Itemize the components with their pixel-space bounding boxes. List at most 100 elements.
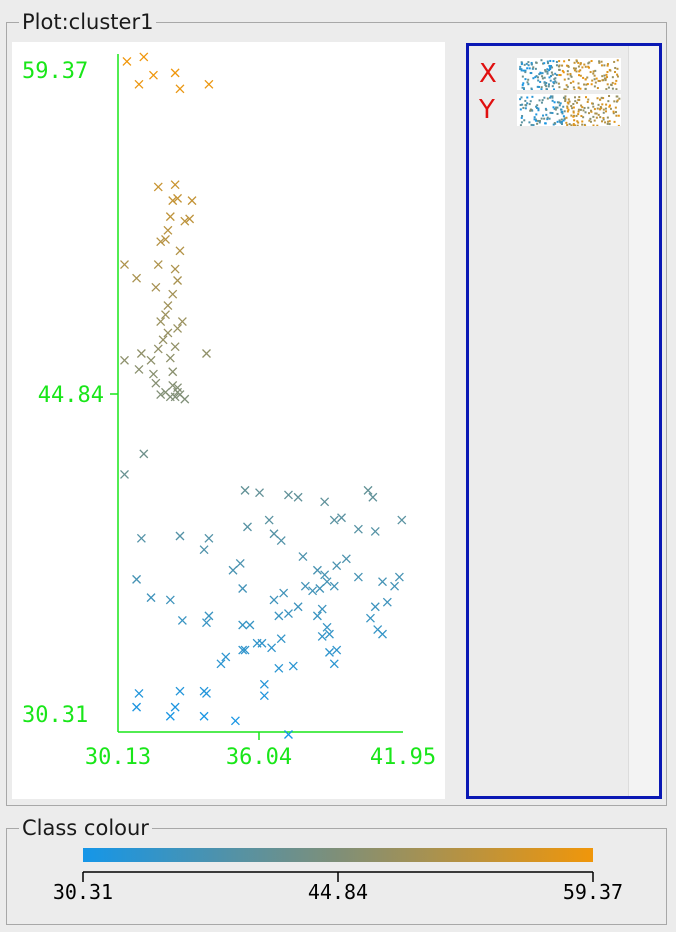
thumbnail-dot — [529, 100, 532, 103]
x-axis-thumbnail[interactable] — [517, 58, 621, 91]
thumbnail-dot — [550, 65, 553, 68]
data-point — [153, 260, 163, 269]
data-point — [255, 488, 264, 498]
data-point — [156, 237, 166, 247]
thumbnail-dot — [524, 78, 527, 81]
thumbnail-dot — [551, 66, 554, 69]
thumbnail-dot — [553, 122, 556, 125]
thumbnail-dot — [565, 84, 568, 87]
thumbnail-dot — [608, 95, 611, 98]
data-point — [148, 369, 158, 379]
data-point — [161, 310, 170, 320]
thumbnail-dot — [540, 88, 543, 91]
data-point — [324, 647, 334, 657]
thumbnail-dot — [531, 67, 534, 70]
thumbnail-dot — [554, 77, 557, 80]
data-point — [274, 663, 284, 673]
scatter-plot-svg[interactable]: 30.31 44.84 59.37 30.13 36.04 41.95 — [12, 42, 445, 799]
thumbnail-dot — [522, 82, 525, 85]
thumbnail-dot — [593, 74, 596, 77]
thumbnail-dot — [530, 63, 533, 66]
thumbnail-dot — [520, 69, 523, 72]
data-point — [269, 595, 279, 605]
thumbnail-dot — [524, 104, 527, 107]
thumbnail-dot — [615, 111, 618, 114]
thumbnail-dot — [524, 71, 527, 74]
data-point — [175, 686, 185, 696]
y-axis-thumbnail[interactable] — [517, 94, 621, 127]
thumbnail-dot — [589, 71, 592, 74]
axis-row-x[interactable]: X — [469, 56, 629, 92]
data-point — [363, 485, 373, 495]
data-point — [243, 522, 252, 532]
data-point — [394, 572, 404, 582]
data-point — [134, 365, 144, 374]
data-point — [148, 70, 158, 80]
thumbnail-dot — [566, 107, 569, 110]
thumbnail-dot — [593, 78, 596, 81]
plot-title: Plot:cluster1 — [19, 11, 157, 33]
data-point — [259, 679, 269, 689]
thumbnail-dot — [524, 107, 527, 110]
thumbnail-dot — [598, 108, 601, 111]
plot-group: Plot:cluster1 — [6, 11, 667, 806]
thumbnail-dot — [577, 113, 580, 116]
thumbnail-dot — [562, 96, 565, 99]
thumbnail-dot — [580, 114, 583, 117]
thumbnail-dot — [595, 77, 598, 80]
thumbnail-dot — [534, 118, 537, 121]
thumbnail-dot — [616, 73, 619, 76]
thumbnail-dot — [577, 65, 580, 68]
thumbnail-dot — [582, 76, 585, 79]
thumbnail-dot — [615, 95, 618, 98]
thumbnail-dot — [537, 79, 540, 82]
data-point — [240, 645, 250, 655]
data-point — [368, 492, 378, 502]
y-axis-letter: Y — [479, 95, 495, 125]
thumbnail-dot — [540, 117, 543, 120]
data-point — [315, 584, 325, 593]
thumbnail-dot — [581, 66, 584, 69]
thumbnail-dot — [528, 121, 531, 124]
thumbnail-dot — [579, 63, 582, 66]
thumbnail-dot — [552, 81, 555, 84]
data-point — [187, 196, 197, 206]
thumbnail-dot — [573, 96, 576, 99]
thumbnail-dot — [549, 59, 552, 62]
data-point — [228, 565, 238, 575]
thumbnail-dot — [596, 97, 599, 100]
thumbnail-dot — [585, 83, 588, 86]
thumbnail-dot — [552, 60, 555, 63]
data-point — [329, 659, 339, 669]
thumbnail-dot — [567, 77, 570, 80]
thumbnail-dot — [558, 119, 561, 122]
data-point — [267, 643, 277, 653]
thumbnail-dot — [544, 69, 547, 72]
thumbnail-dot — [596, 107, 599, 110]
thumbnail-dot — [572, 115, 575, 118]
data-point — [312, 565, 322, 575]
thumbnail-dot — [599, 105, 602, 108]
thumbnail-dot — [567, 108, 570, 111]
data-point — [293, 492, 303, 502]
thumbnail-dot — [556, 120, 559, 123]
thumbnail-dot — [536, 76, 539, 79]
thumbnail-dot — [590, 110, 593, 113]
thumbnail-dot — [616, 75, 619, 78]
thumbnail-dot — [526, 81, 529, 84]
axis-selector-panel[interactable]: X Y — [466, 43, 662, 799]
thumbnail-dot — [581, 106, 584, 109]
thumbnail-dot — [569, 81, 572, 84]
thumbnail-dot — [567, 102, 570, 105]
data-point — [279, 588, 289, 598]
axis-row-y[interactable]: Y — [469, 92, 629, 128]
scrollbar[interactable] — [628, 46, 659, 796]
thumbnail-dot — [599, 116, 602, 119]
data-point — [199, 545, 209, 555]
thumbnail-dot — [549, 75, 552, 78]
thumbnail-dot — [548, 76, 551, 79]
thumbnail-dot — [529, 109, 532, 112]
thumbnail-dot — [519, 65, 522, 68]
thumbnail-dot — [581, 120, 584, 123]
scatter-plot[interactable]: 30.31 44.84 59.37 30.13 36.04 41.95 — [12, 42, 445, 799]
